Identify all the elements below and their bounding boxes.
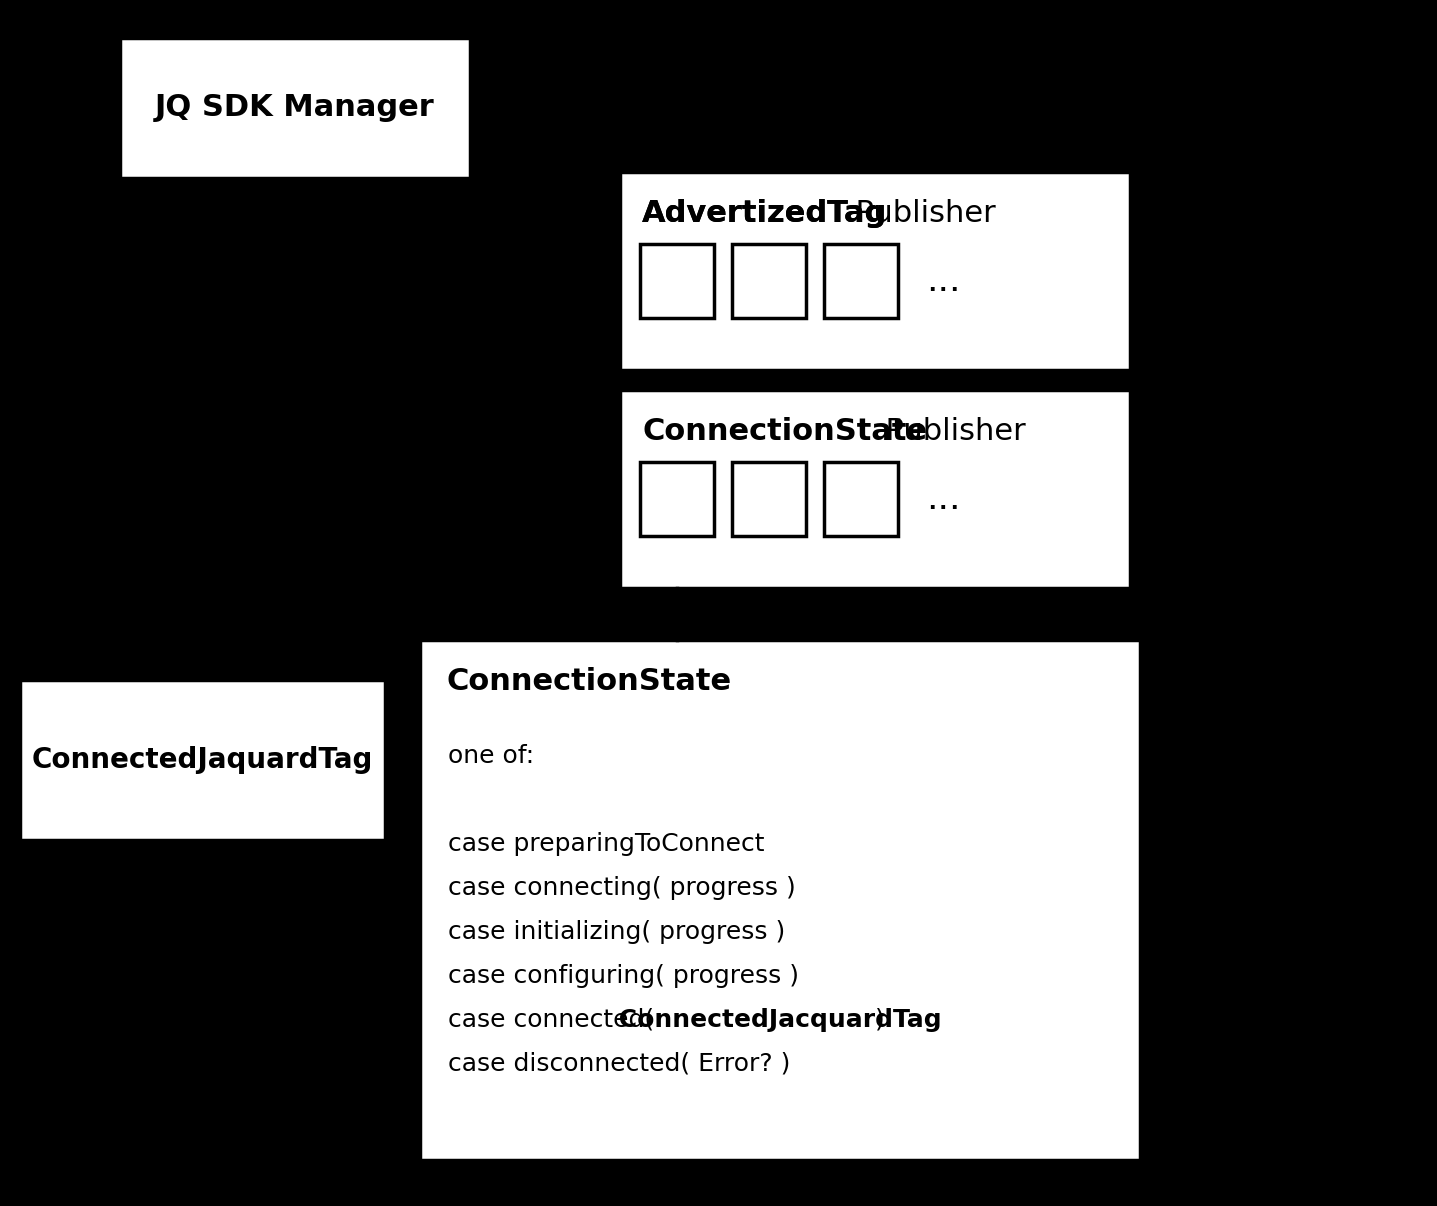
Text: ...: ... <box>925 482 960 516</box>
Text: case initializing( progress ): case initializing( progress ) <box>448 920 785 944</box>
Text: ConnectionState: ConnectionState <box>445 667 731 697</box>
Bar <box>420 640 1140 1160</box>
Text: Publisher: Publisher <box>836 199 996 228</box>
Bar <box>619 172 1129 370</box>
Text: case connected(: case connected( <box>448 1008 654 1032</box>
Bar <box>121 39 470 178</box>
Text: JQ SDK Manager: JQ SDK Manager <box>155 94 435 123</box>
Bar <box>823 462 898 535</box>
Text: AdvertizedTag: AdvertizedTag <box>642 199 887 228</box>
Bar <box>639 244 714 318</box>
Text: case preparingToConnect: case preparingToConnect <box>448 832 764 856</box>
Text: AdvertizedTag  Publisher: AdvertizedTag Publisher <box>642 199 1016 228</box>
Text: AdvertizedTag: AdvertizedTag <box>642 199 887 228</box>
Text: case disconnected( Error? ): case disconnected( Error? ) <box>448 1052 790 1076</box>
Text: ConnectedJaquardTag: ConnectedJaquardTag <box>32 747 374 774</box>
Text: ...: ... <box>925 264 960 298</box>
Bar <box>639 462 714 535</box>
Text: case configuring( progress ): case configuring( progress ) <box>448 964 799 988</box>
Bar <box>20 680 385 841</box>
Text: case connecting( progress ): case connecting( progress ) <box>448 876 796 900</box>
Text: ConnectionState: ConnectionState <box>642 417 927 446</box>
Text: ): ) <box>867 1008 885 1032</box>
Bar <box>619 390 1129 589</box>
Bar <box>731 462 806 535</box>
Bar <box>823 244 898 318</box>
Text: Publisher: Publisher <box>867 417 1026 446</box>
Bar <box>731 244 806 318</box>
Text: ConnectedJacquardTag: ConnectedJacquardTag <box>609 1008 941 1032</box>
Text: one of:: one of: <box>448 744 535 768</box>
